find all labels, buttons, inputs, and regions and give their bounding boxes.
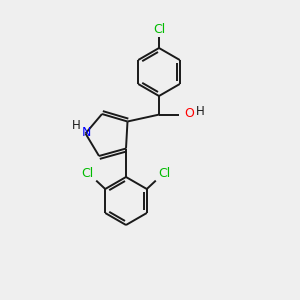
Text: O: O	[184, 107, 194, 120]
Text: Cl: Cl	[158, 167, 170, 180]
Text: H: H	[196, 105, 205, 118]
Text: H: H	[72, 118, 81, 132]
Text: N: N	[82, 126, 92, 139]
Text: Cl: Cl	[82, 167, 94, 180]
Text: Cl: Cl	[153, 23, 165, 36]
